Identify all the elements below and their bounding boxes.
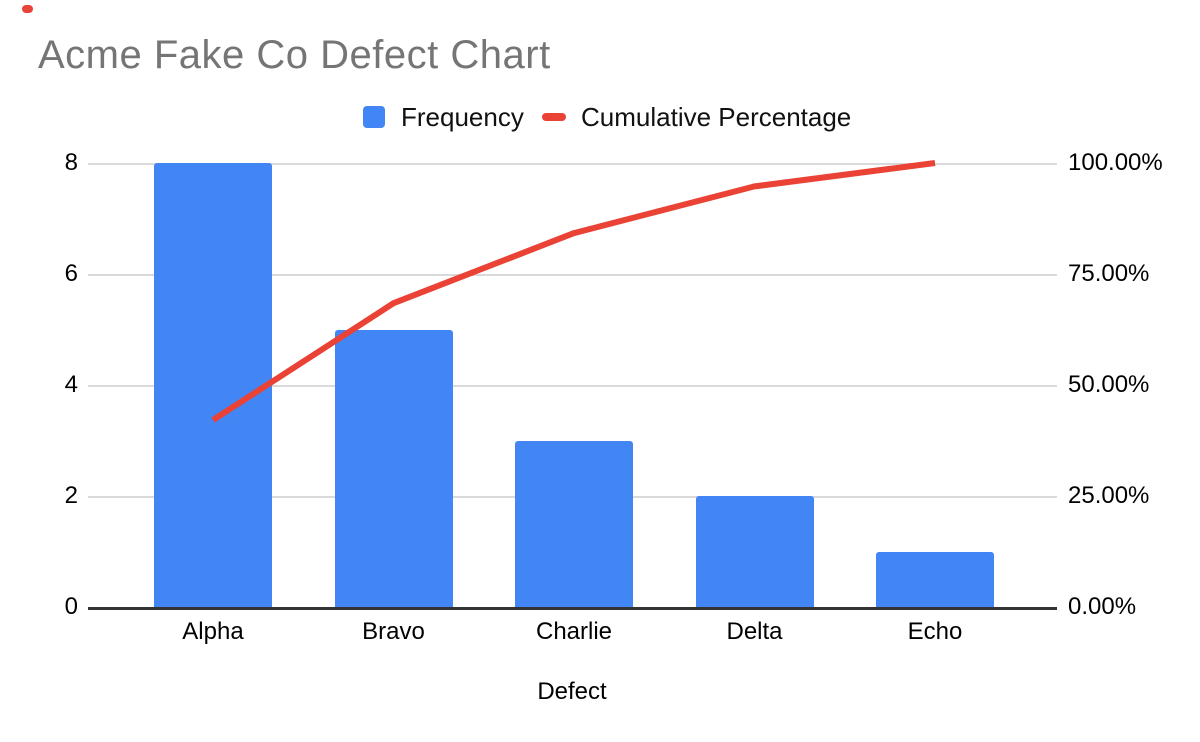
legend-item-frequency[interactable]: Frequency xyxy=(363,100,524,134)
right-axis-tick-label: 50.00% xyxy=(1068,371,1150,398)
x-axis-category-label-alpha: Alpha xyxy=(182,618,244,645)
screen-record-indicator-dot xyxy=(22,5,33,13)
left-axis-tick-label: 2 xyxy=(64,482,78,509)
right-axis-tick-label: 75.00% xyxy=(1068,260,1150,287)
x-axis-category-label-bravo: Bravo xyxy=(362,618,425,645)
legend-label-frequency: Frequency xyxy=(401,101,524,132)
bar-charlie[interactable] xyxy=(515,440,633,607)
cumulative-swatch-icon xyxy=(542,113,566,121)
bar-bravo[interactable] xyxy=(334,329,453,607)
bar-alpha[interactable] xyxy=(154,163,272,607)
cumulative-percentage-line[interactable] xyxy=(211,160,936,423)
x-axis-category-label-delta: Delta xyxy=(726,618,783,645)
left-axis-tick-label: 0 xyxy=(64,593,78,620)
chart-legend: Frequency Cumulative Percentage xyxy=(0,100,1200,134)
bar-delta[interactable] xyxy=(695,496,814,607)
left-axis-tick-label: 4 xyxy=(64,371,78,398)
x-axis-category-label-echo: Echo xyxy=(907,618,963,645)
chart-title: Acme Fake Co Defect Chart xyxy=(38,33,551,77)
bar-echo[interactable] xyxy=(876,551,994,607)
frequency-swatch-icon xyxy=(363,106,385,128)
right-axis-tick-label: 100.00% xyxy=(1068,149,1163,176)
x-axis-line xyxy=(88,607,1057,610)
left-axis-tick-label: 8 xyxy=(64,149,78,176)
x-axis-title: Defect xyxy=(537,678,607,705)
right-axis-tick-label: 25.00% xyxy=(1068,482,1150,509)
legend-item-cumulative[interactable]: Cumulative Percentage xyxy=(542,100,851,134)
x-axis-category-label-charlie: Charlie xyxy=(535,618,613,645)
legend-label-cumulative: Cumulative Percentage xyxy=(581,101,852,132)
right-axis-tick-label: 0.00% xyxy=(1068,593,1137,620)
left-axis-tick-label: 6 xyxy=(64,260,78,287)
